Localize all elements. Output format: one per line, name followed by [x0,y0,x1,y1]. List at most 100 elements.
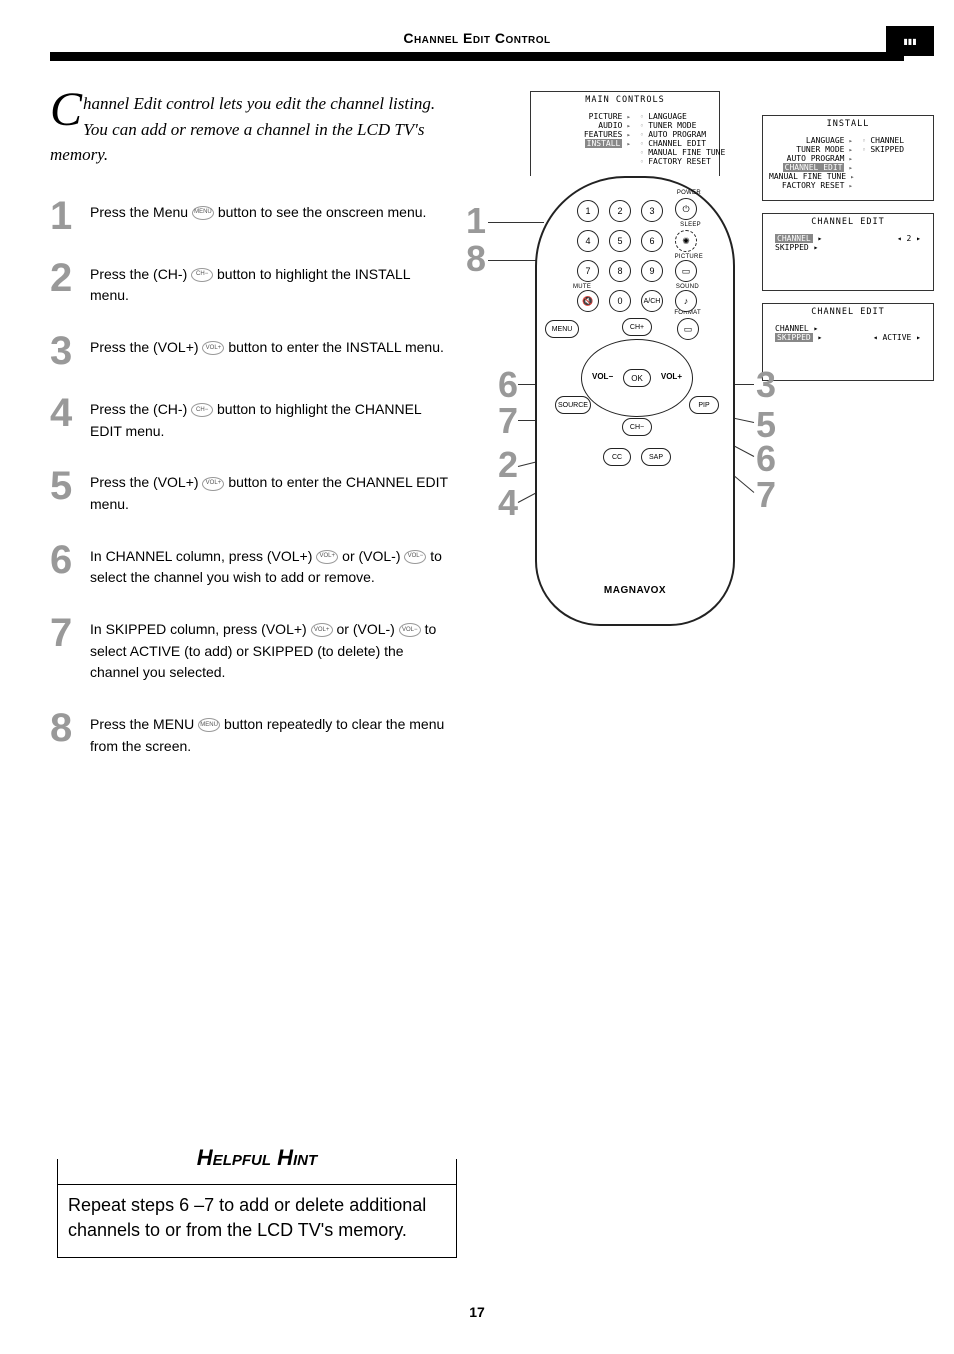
osd-main-controls: MAIN CONTROLS PICTURE ▸◦ LANGUAGEAUDIO ▸… [530,91,720,176]
key-3[interactable]: 3 [641,200,663,222]
header-rule [50,52,904,61]
helpful-hint-box: Helpful Hint Repeat steps 6 –7 to add or… [57,1159,457,1258]
inline-button-icon: MENU [198,718,220,732]
step-text: Press the MENU MENU button repeatedly to… [90,710,450,757]
key-1[interactable]: 1 [577,200,599,222]
callout-7b: 7 [756,474,776,516]
osd-row: TUNER MODE ▸◦ SKIPPED [769,145,927,154]
step-2: 2 Press the (CH-) CH− button to highlight… [50,260,450,307]
header: Channel Edit Control ▮▮▮ [50,30,904,46]
callout-4: 4 [498,482,518,524]
inline-button-icon: VOL− [399,623,421,637]
page-number: 17 [0,1304,954,1320]
key-4[interactable]: 4 [577,230,599,252]
label-picture: PICTURE [675,254,703,260]
osd-row: LANGUAGE ▸◦ CHANNEL [769,136,927,145]
step-number: 3 [50,333,76,369]
right-column: MAIN CONTROLS PICTURE ▸◦ LANGUAGEAUDIO ▸… [470,91,904,783]
step-4: 4Press the (CH-) CH− button to highlight… [50,395,450,442]
osd-main-body: PICTURE ▸◦ LANGUAGEAUDIO ▸◦ TUNER MODEFE… [531,108,719,176]
source-button[interactable]: SOURCE [555,396,591,414]
osd-row: AUTO PROGRAM ▸ [769,154,927,163]
ch-minus-button[interactable]: CH− [622,418,652,436]
inline-button-icon: VOL+ [202,477,224,491]
inline-button-icon: CH− [191,268,213,282]
key-2[interactable]: 2 [609,200,631,222]
osd-row: PICTURE ▸◦ LANGUAGE [537,112,713,121]
inline-button-icon: VOL+ [311,623,333,637]
key-7[interactable]: 7 [577,260,599,282]
step-text: In CHANNEL column, press (VOL+) VOL+ or … [90,542,450,589]
step-number: 4 [50,395,76,431]
dpad: OK VOL− VOL+ [581,339,693,417]
step-3: 3 Press the (VOL+) VOL+ button to enter t… [50,333,450,369]
steps-list: 1 Press the Menu MENU button to see the o… [50,198,450,758]
ok-button[interactable]: OK [623,369,651,387]
remote-diagram: 1 8 6 7 2 4 3 5 6 7 POWER SL [470,176,904,626]
label-sleep: SLEEP [680,222,701,228]
pip-button[interactable]: PIP [689,396,719,414]
step-8: 8 Press the MENU MENU button repeatedly t… [50,710,450,757]
callout-2: 2 [498,444,518,486]
step-7: 7In SKIPPED column, press (VOL+) VOL+ or… [50,615,450,684]
label-power: POWER [677,190,701,196]
remote-brand: MAGNAVOX [537,585,733,596]
step-number: 2 [50,260,76,296]
step-number: 8 [50,710,76,746]
vol-plus-label[interactable]: VOL+ [661,372,682,381]
key-5[interactable]: 5 [609,230,631,252]
key-9[interactable]: 9 [641,260,663,282]
step-number: 5 [50,468,76,504]
hint-title: Helpful Hint [58,1145,456,1171]
key-0[interactable]: 0 [609,290,631,312]
step-5: 5 Press the (VOL+) VOL+ button to enter t… [50,468,450,515]
step-text: Press the (VOL+) VOL+ button to enter th… [90,468,450,515]
key-8[interactable]: 8 [609,260,631,282]
inline-button-icon: VOL− [404,550,426,564]
sleep-button[interactable]: ✺ [675,230,697,252]
sound-button[interactable]: ♪ [675,290,697,312]
step-1: 1 Press the Menu MENU button to see the o… [50,198,450,234]
brand-badge-icon: ▮▮▮ [886,26,934,56]
lead-line [488,222,544,223]
sap-button[interactable]: SAP [641,448,671,466]
menu-button[interactable]: MENU [545,320,579,338]
osd-row: AUDIO ▸◦ TUNER MODE [537,121,713,130]
osd-row: CHANNEL EDIT ▸ [769,163,927,172]
step-6: 6 In CHANNEL column, press (VOL+) VOL+ or… [50,542,450,589]
intro-paragraph: Channel Edit control lets you edit the c… [50,91,450,168]
callout-1: 1 [466,200,486,242]
osd-main-title: MAIN CONTROLS [531,92,719,108]
osd-row: INSTALL ▸◦ CHANNEL EDIT [537,139,713,148]
vol-minus-label[interactable]: VOL− [592,372,613,381]
step-text: Press the (VOL+) VOL+ button to enter th… [90,333,444,359]
page-title: Channel Edit Control [50,30,904,46]
step-number: 1 [50,198,76,234]
remote-body: POWER SLEEP PICTURE MUTE SOUND FORMAT 1 … [535,176,735,626]
step-number: 6 [50,542,76,578]
osd-row: ◦ MANUAL FINE TUNE [537,148,713,157]
dropcap: C [50,91,82,129]
picture-button[interactable]: ▭ [675,260,697,282]
inline-button-icon: MENU [192,206,214,220]
inline-button-icon: CH− [191,403,213,417]
mute-button[interactable]: 🔇 [577,290,599,312]
step-text: Press the (CH-) CH− button to highlight … [90,260,450,307]
osd-row: FEATURES ▸◦ AUTO PROGRAM [537,130,713,139]
avch-button[interactable]: A/CH [641,290,663,312]
format-button[interactable]: ▭ [677,318,699,340]
step-text: Press the Menu MENU button to see the on… [90,198,426,224]
cc-button[interactable]: CC [603,448,631,466]
ch-plus-button[interactable]: CH+ [622,318,652,336]
osd-install-title: INSTALL [763,116,933,132]
left-column: Channel Edit control lets you edit the c… [50,91,450,783]
inline-button-icon: VOL+ [202,341,224,355]
step-number: 7 [50,615,76,651]
osd-row: ◦ FACTORY RESET [537,157,713,166]
callout-8: 8 [466,238,486,280]
hint-body: Repeat steps 6 –7 to add or delete addit… [58,1185,456,1257]
callout-3: 3 [756,364,776,406]
key-6[interactable]: 6 [641,230,663,252]
power-button[interactable]: ⏻ [675,198,697,220]
callout-7: 7 [498,400,518,442]
